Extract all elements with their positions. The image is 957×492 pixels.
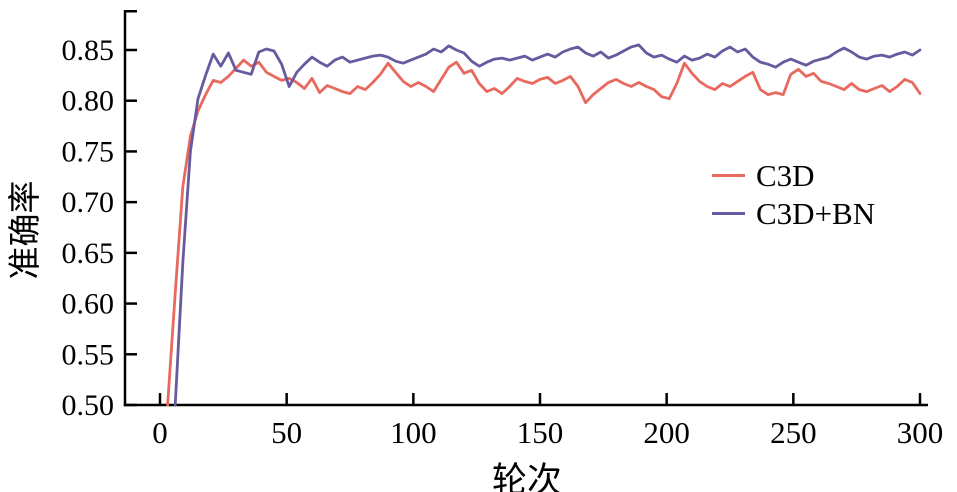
- series-line-c3d: [166, 58, 922, 407]
- y-tick-label: 0.85: [62, 34, 115, 67]
- legend-label-c3d: C3D: [756, 157, 815, 193]
- x-axis-label: 轮次: [491, 461, 562, 492]
- x-tick-label: 150: [517, 415, 564, 450]
- series-lines: [166, 43, 922, 407]
- x-tick-label: 50: [271, 415, 302, 450]
- legend-line-swatch-c3d-bn: [712, 211, 745, 215]
- tick-labels: 0.50 0.55 0.60 0.65 0.70 0.75 0.80 0.85 0 50 100 15…: [62, 34, 944, 450]
- legend: C3D C3D+BN: [712, 156, 875, 232]
- y-tick-label: 0.80: [62, 85, 115, 118]
- y-tick-label: 0.60: [62, 288, 115, 321]
- series-line-c3d-bn: [173, 43, 922, 407]
- y-tick-label: 0.55: [62, 338, 115, 371]
- x-tick-label: 300: [897, 415, 944, 450]
- x-tick-label: 250: [770, 415, 817, 450]
- x-tick-label: 0: [152, 415, 168, 450]
- axis-ticks: [125, 48, 922, 407]
- legend-label-c3d-bn: C3D+BN: [756, 195, 876, 231]
- x-tick-label: 100: [390, 415, 437, 450]
- y-tick-label: 0.65: [62, 237, 115, 270]
- legend-item-c3d-bn: C3D+BN: [712, 194, 875, 232]
- legend-item-c3d: C3D: [712, 156, 875, 194]
- y-tick-label: 0.75: [62, 135, 115, 168]
- legend-line-swatch-c3d: [712, 173, 745, 177]
- axis-spines: [123, 10, 928, 407]
- y-tick-label: 0.50: [62, 389, 115, 422]
- y-axis-label: 准确率: [8, 180, 44, 280]
- y-tick-label: 0.70: [62, 186, 115, 219]
- x-tick-label: 200: [643, 415, 690, 450]
